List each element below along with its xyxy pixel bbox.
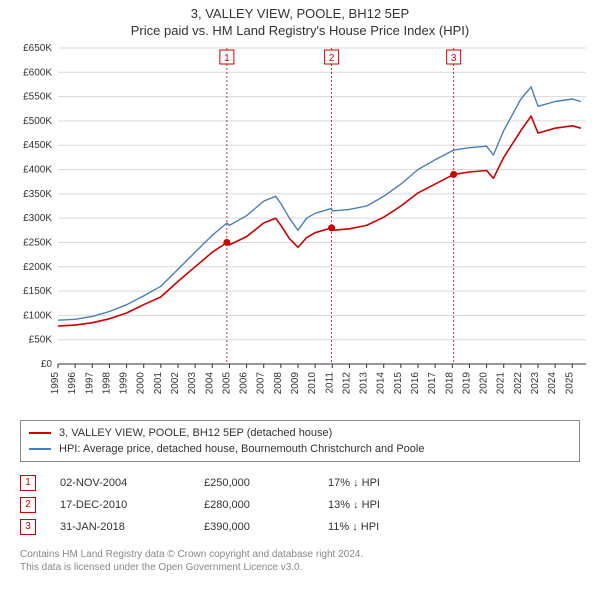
sale-price: £390,000 [204,516,304,538]
legend-label: 3, VALLEY VIEW, POOLE, BH12 5EP (detache… [59,425,332,441]
svg-text:1997: 1997 [84,372,95,395]
legend-item: HPI: Average price, detached house, Bour… [29,441,571,457]
svg-text:3: 3 [451,53,457,64]
sale-diff: 11% ↓ HPI [328,516,448,538]
sale-dot-1 [223,239,230,246]
svg-text:2006: 2006 [239,372,250,395]
svg-text:£300K: £300K [23,213,52,224]
sale-diff: 17% ↓ HPI [328,472,448,494]
page-title: 3, VALLEY VIEW, POOLE, BH12 5EP [0,6,600,21]
sale-price: £250,000 [204,472,304,494]
sale-marker-box: 1 [20,475,36,491]
svg-text:£150K: £150K [23,286,52,297]
svg-text:2002: 2002 [170,372,181,395]
svg-text:2013: 2013 [359,372,370,395]
svg-text:£200K: £200K [23,262,52,273]
svg-text:2004: 2004 [204,372,215,395]
footer-line2: This data is licensed under the Open Gov… [20,561,580,574]
legend-item: 3, VALLEY VIEW, POOLE, BH12 5EP (detache… [29,425,571,441]
footer-line1: Contains HM Land Registry data © Crown c… [20,548,580,561]
legend-swatch [29,432,51,434]
svg-text:2023: 2023 [530,372,541,395]
svg-text:1999: 1999 [119,372,130,395]
svg-text:2025: 2025 [564,372,575,395]
svg-text:2000: 2000 [136,372,147,395]
svg-text:2003: 2003 [187,372,198,395]
svg-text:2024: 2024 [547,372,558,395]
series-price_paid [58,116,581,326]
sale-diff: 13% ↓ HPI [328,494,448,516]
sale-price: £280,000 [204,494,304,516]
svg-text:2009: 2009 [290,372,301,395]
svg-text:2019: 2019 [461,372,472,395]
sale-date: 31-JAN-2018 [60,516,180,538]
sale-row: 2 17-DEC-2010 £280,000 13% ↓ HPI [20,494,580,516]
price-chart: £0 £50K £100K £150K £200K £250K £300K £350K £400… [10,44,590,404]
svg-text:2022: 2022 [513,372,524,395]
svg-text:2020: 2020 [479,372,490,395]
svg-text:2008: 2008 [273,372,284,395]
sale-marker-box: 3 [20,519,36,535]
series-hpi [58,87,581,320]
svg-text:£550K: £550K [23,92,52,103]
sale-date: 02-NOV-2004 [60,472,180,494]
sale-row: 1 02-NOV-2004 £250,000 17% ↓ HPI [20,472,580,494]
svg-text:2014: 2014 [376,372,387,395]
legend-label: HPI: Average price, detached house, Bour… [59,441,424,457]
svg-text:1996: 1996 [67,372,78,395]
svg-text:£350K: £350K [23,189,52,200]
svg-text:2007: 2007 [256,372,267,395]
sale-dot-2 [328,224,335,231]
sale-dot-3 [450,171,457,178]
svg-text:2010: 2010 [307,372,318,395]
legend-swatch [29,448,51,450]
svg-text:£250K: £250K [23,237,52,248]
sale-marker-box: 2 [20,497,36,513]
svg-text:2017: 2017 [427,372,438,395]
svg-text:2016: 2016 [410,372,421,395]
svg-text:2005: 2005 [221,372,232,395]
footer: Contains HM Land Registry data © Crown c… [20,548,580,574]
svg-text:1998: 1998 [101,372,112,395]
svg-text:2: 2 [329,53,335,64]
svg-text:2011: 2011 [324,372,335,394]
svg-text:£0: £0 [41,359,53,370]
chart-svg: £0 £50K £100K £150K £200K £250K £300K £350K £400… [10,44,590,404]
svg-text:£400K: £400K [23,165,52,176]
legend: 3, VALLEY VIEW, POOLE, BH12 5EP (detache… [20,420,580,462]
svg-text:2021: 2021 [496,372,507,395]
svg-text:2015: 2015 [393,372,404,395]
svg-text:2001: 2001 [153,372,164,395]
sales-table: 1 02-NOV-2004 £250,000 17% ↓ HPI 2 17-DEC-201… [20,472,580,538]
svg-text:£500K: £500K [23,116,52,127]
svg-text:1: 1 [224,53,230,64]
sale-date: 17-DEC-2010 [60,494,180,516]
svg-text:£100K: £100K [23,310,52,321]
page-subtitle: Price paid vs. HM Land Registry's House … [0,23,600,38]
svg-text:2018: 2018 [444,372,455,395]
svg-text:£650K: £650K [23,44,52,54]
svg-text:2012: 2012 [341,372,352,395]
svg-text:1995: 1995 [50,372,61,395]
svg-text:£450K: £450K [23,140,52,151]
svg-text:£50K: £50K [29,335,53,346]
svg-text:£600K: £600K [23,67,52,78]
sale-row: 3 31-JAN-2018 £390,000 11% ↓ HPI [20,516,580,538]
